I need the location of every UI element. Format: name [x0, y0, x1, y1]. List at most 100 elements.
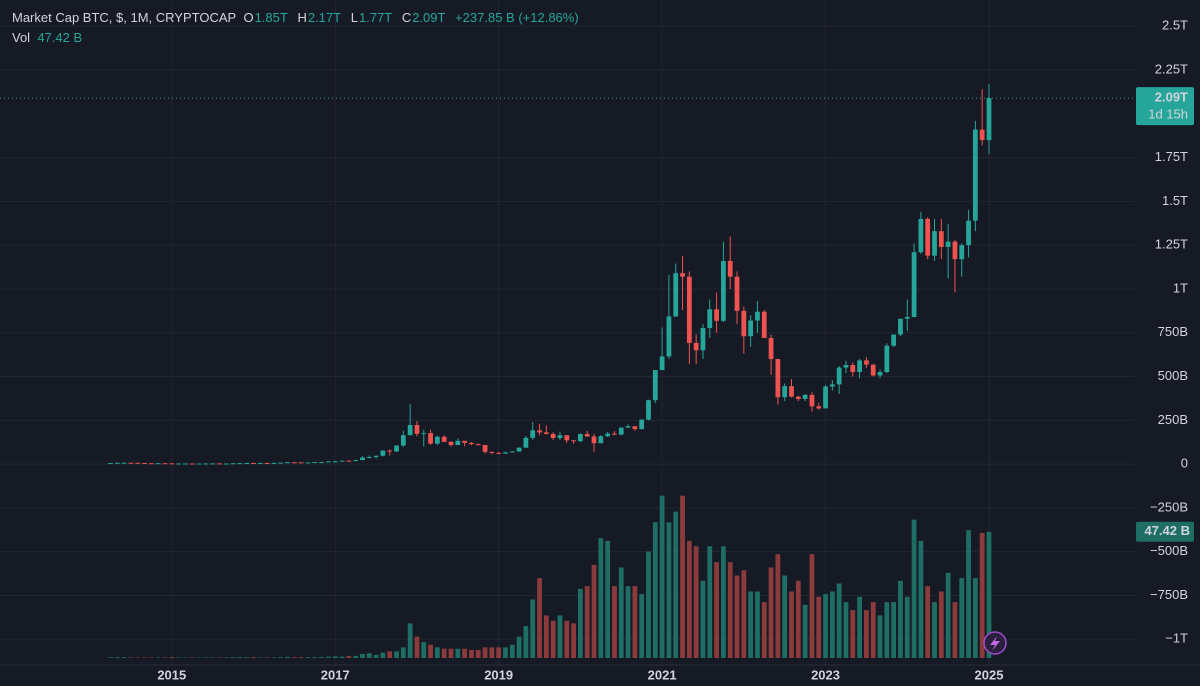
volume-bar — [387, 651, 393, 658]
candle-body — [448, 441, 454, 446]
candle-body — [945, 241, 951, 247]
candle-body — [578, 433, 583, 442]
candle-body — [550, 433, 556, 439]
volume-bar — [196, 657, 202, 658]
volume-bar — [291, 657, 297, 658]
candle-body — [755, 311, 760, 321]
volume-value: 47.42 B — [37, 30, 83, 45]
candle-body — [789, 386, 794, 397]
volume-bar — [373, 654, 379, 658]
candle-body — [196, 463, 202, 465]
candle-body — [414, 425, 420, 434]
volume-bar — [761, 602, 767, 658]
candle-body — [673, 273, 679, 317]
candle-body — [911, 252, 917, 317]
volume-bar — [339, 656, 345, 658]
volume-bar — [870, 602, 876, 658]
volume-bar — [414, 636, 420, 658]
candle-body — [509, 451, 515, 453]
volume-bar — [816, 596, 822, 658]
candle-body — [530, 430, 536, 438]
volume-bar — [421, 642, 427, 658]
volume-bar — [516, 636, 522, 658]
candle-body — [441, 436, 447, 442]
axes: 2.5T 2.25T 1.75T 1.5T 1.25T 1T 750B 500B 250B 0 −2… — [0, 18, 1200, 682]
volume-bar — [857, 596, 862, 658]
volume-bar — [578, 588, 583, 658]
volume-bar — [877, 615, 883, 658]
candle-body — [823, 386, 828, 409]
candle-body — [543, 432, 549, 434]
y-tick-label: −250B — [1150, 499, 1188, 514]
candle-body — [278, 462, 284, 464]
x-tick-label: 2015 — [157, 667, 186, 682]
candle-body — [884, 345, 890, 372]
candle-body — [700, 328, 706, 351]
y-tick-label: 0 — [1181, 456, 1188, 471]
volume-bar — [564, 620, 570, 658]
volume-bar — [843, 602, 849, 658]
candle-body — [714, 309, 719, 321]
volume-bar — [721, 546, 726, 658]
candle-body — [523, 437, 529, 448]
volume-bar — [169, 657, 175, 658]
price-badge — [1136, 87, 1194, 126]
y-tick-label: 250B — [1158, 412, 1188, 427]
volume-bar — [605, 540, 611, 658]
candle-body — [264, 462, 270, 464]
open-label: O — [243, 10, 254, 25]
volume-bar — [966, 530, 971, 658]
volume-bar — [223, 657, 229, 658]
candle-body — [632, 426, 638, 430]
volume-bar — [768, 567, 774, 658]
candle-body — [782, 386, 788, 398]
candle-body — [809, 394, 815, 407]
volume-bar — [332, 656, 338, 658]
volume-bar — [748, 591, 754, 658]
volume-bar — [652, 522, 658, 658]
volume-bar — [945, 572, 951, 658]
volume-bar — [203, 657, 209, 658]
volume-bar — [237, 657, 243, 658]
candle-body — [850, 364, 856, 372]
candle-body — [360, 457, 365, 461]
volume-bar — [659, 495, 665, 658]
candle-body — [366, 457, 372, 459]
candle-body — [237, 463, 243, 465]
volume-bar — [319, 656, 324, 658]
candle-body — [326, 461, 331, 463]
volume-bar — [537, 578, 542, 658]
candle-body — [162, 463, 168, 465]
volume-bar — [673, 511, 679, 658]
candle-body — [455, 440, 461, 446]
candle-body — [857, 360, 862, 372]
y-tick-label: 1.75T — [1155, 149, 1188, 164]
candle-body — [373, 455, 379, 458]
candle-body — [169, 463, 175, 465]
x-tick-label: 2019 — [484, 667, 513, 682]
candle-body — [557, 435, 563, 439]
volume-bar — [346, 656, 352, 658]
candle-body — [230, 463, 236, 465]
volume-bar — [782, 575, 788, 658]
y-tick-label: 1T — [1173, 280, 1188, 295]
legend: Market Cap BTC, $, 1M, CRYPTOCAP O1.85T … — [12, 8, 585, 48]
volume-bar — [489, 647, 495, 658]
candle-body — [537, 430, 542, 433]
volume-bar — [360, 654, 365, 658]
x-tick-label: 2021 — [648, 667, 677, 682]
candle-body — [666, 316, 672, 357]
candle-body — [210, 463, 216, 465]
volume-bar — [448, 648, 454, 658]
candle-body — [475, 444, 481, 446]
candle-body — [734, 276, 740, 311]
volume-badge-value: 47.42 B — [1144, 523, 1190, 538]
volume-bar — [898, 580, 903, 658]
volume-bar — [509, 644, 515, 658]
volume-bar — [503, 647, 508, 658]
candle-body — [802, 394, 808, 399]
volume-bar — [305, 657, 311, 658]
candle-body — [898, 318, 903, 335]
volume-bar — [155, 657, 161, 658]
